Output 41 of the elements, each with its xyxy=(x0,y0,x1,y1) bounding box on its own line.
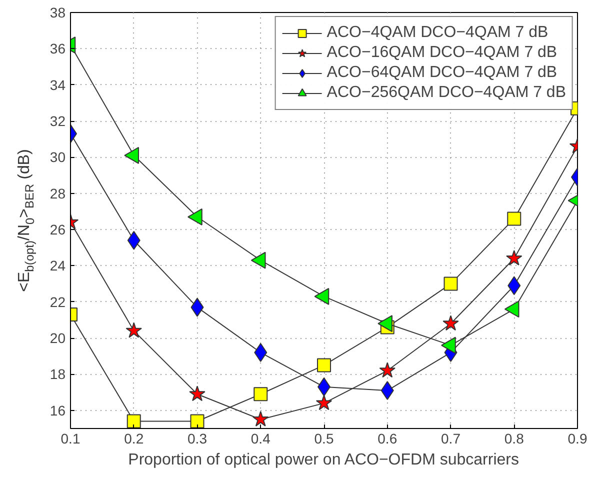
point xyxy=(442,315,459,331)
legend-label: ACO−4QAM DCO−4QAM 7 dB xyxy=(326,24,548,42)
point xyxy=(317,358,331,372)
point xyxy=(316,394,332,410)
point xyxy=(190,414,204,428)
point xyxy=(444,276,458,291)
point xyxy=(378,315,392,332)
point xyxy=(254,387,268,402)
legend-label: ACO−16QAM DCO−4QAM 7 dB xyxy=(326,44,558,62)
y-tick-label: 18 xyxy=(50,366,66,382)
legend-label: ACO−64QAM DCO−4QAM 7 dB xyxy=(326,64,558,82)
y-tick-label: 28 xyxy=(50,185,66,202)
y-tick-label: 38 xyxy=(50,4,66,20)
point xyxy=(441,336,456,354)
point xyxy=(504,300,520,318)
y-tick-label: 34 xyxy=(50,76,66,93)
x-tick-label: 0.5 xyxy=(314,430,334,446)
y-tick-label: 20 xyxy=(50,330,66,346)
point xyxy=(379,362,396,378)
y-tick-label: 24 xyxy=(50,258,66,274)
x-tick-label: 0.2 xyxy=(124,430,144,446)
point xyxy=(126,414,141,428)
y-axis-title: <Eb(opt)/N0>BER (dB) xyxy=(16,149,37,292)
point xyxy=(126,322,142,338)
point xyxy=(252,410,269,426)
y-tick-label: 22 xyxy=(50,294,66,310)
y-tick-label: 30 xyxy=(50,149,66,166)
y-tick-label: 26 xyxy=(50,222,66,238)
point xyxy=(189,386,206,402)
x-axis-title: Proportion of optical power on ACO−OFDM subcarriers xyxy=(128,452,519,468)
y-tick-label: 16 xyxy=(50,402,66,418)
x-tick-label: 0.3 xyxy=(188,430,208,446)
x-tick-label: 0.7 xyxy=(441,430,461,446)
x-tick-label: 0.9 xyxy=(568,430,588,446)
x-tick-label: 0.4 xyxy=(250,430,271,446)
x-tick-label: 0.6 xyxy=(378,430,398,446)
y-tick-label: 36 xyxy=(50,40,66,57)
x-tick-label: 0.1 xyxy=(60,430,80,446)
x-tick-label: 0.8 xyxy=(504,430,524,446)
legend-label: ACO−256QAM DCO−4QAM 7 dB xyxy=(326,84,566,102)
y-tick-label: 32 xyxy=(50,113,66,130)
